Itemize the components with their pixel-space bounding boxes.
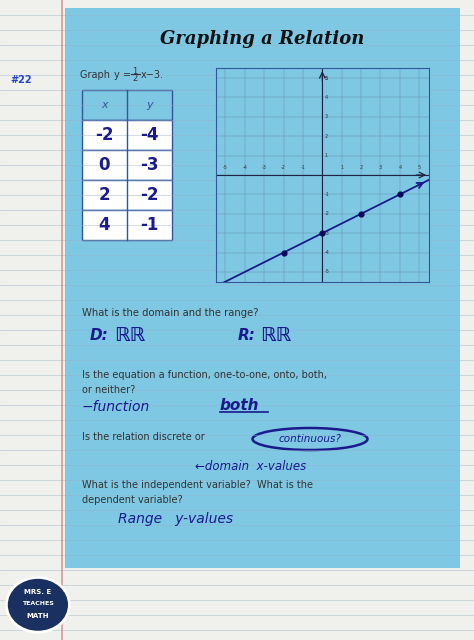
Text: -2: -2: [281, 165, 286, 170]
Text: -2: -2: [140, 186, 159, 204]
Text: -3: -3: [140, 156, 159, 174]
Point: [357, 209, 365, 219]
Text: TEACHES: TEACHES: [22, 601, 54, 606]
Text: 4: 4: [325, 95, 328, 100]
Text: x: x: [101, 100, 108, 110]
Text: Is the relation discrete or: Is the relation discrete or: [82, 432, 205, 442]
Text: ℝℝ: ℝℝ: [260, 326, 291, 345]
FancyBboxPatch shape: [82, 90, 172, 120]
Text: 1: 1: [325, 153, 328, 158]
Text: #22: #22: [10, 75, 32, 85]
Text: MRS. E: MRS. E: [24, 589, 52, 595]
Text: R:: R:: [238, 328, 256, 343]
FancyBboxPatch shape: [82, 180, 172, 210]
Text: 5: 5: [418, 165, 421, 170]
Text: -4: -4: [325, 250, 329, 255]
Text: y =: y =: [114, 70, 131, 80]
Text: -5: -5: [223, 165, 228, 170]
Text: Is the equation a function, one-to-one, onto, both,: Is the equation a function, one-to-one, …: [82, 370, 327, 380]
Text: continuous?: continuous?: [279, 434, 341, 444]
Text: 2: 2: [132, 74, 137, 83]
Text: MATH: MATH: [27, 612, 49, 619]
Text: D:: D:: [90, 328, 109, 343]
Text: -1: -1: [140, 216, 159, 234]
Text: Graph: Graph: [80, 70, 113, 80]
Text: 4: 4: [99, 216, 110, 234]
Text: -3: -3: [325, 230, 329, 236]
FancyBboxPatch shape: [82, 120, 172, 150]
Text: -1: -1: [325, 192, 329, 197]
Text: ←domain  x-values: ←domain x-values: [195, 460, 306, 473]
Text: What is the domain and the range?: What is the domain and the range?: [82, 308, 258, 318]
Text: -1: -1: [301, 165, 305, 170]
Text: -5: -5: [325, 269, 329, 275]
FancyBboxPatch shape: [82, 210, 172, 240]
Text: Range   y-values: Range y-values: [118, 512, 233, 526]
Text: 0: 0: [99, 156, 110, 174]
Text: 2: 2: [99, 186, 110, 204]
Text: 2: 2: [325, 134, 328, 139]
Text: 5: 5: [325, 76, 328, 81]
Text: 3: 3: [325, 115, 328, 119]
Text: dependent variable?: dependent variable?: [82, 495, 182, 505]
Text: 3: 3: [379, 165, 382, 170]
Text: 5: 5: [325, 76, 328, 81]
Text: 1: 1: [340, 165, 343, 170]
Text: −function: −function: [82, 400, 150, 414]
Circle shape: [7, 577, 70, 632]
Text: both: both: [220, 398, 259, 413]
Text: Graphing a Relation: Graphing a Relation: [160, 30, 364, 48]
Text: -4: -4: [242, 165, 247, 170]
Text: 1: 1: [132, 67, 137, 76]
Text: -2: -2: [325, 211, 329, 216]
Text: y: y: [146, 100, 153, 110]
Point: [319, 228, 326, 238]
Text: -2: -2: [95, 126, 114, 144]
Text: -4: -4: [140, 126, 159, 144]
Text: x−3.: x−3.: [141, 70, 164, 80]
Text: 2: 2: [360, 165, 363, 170]
FancyBboxPatch shape: [82, 150, 172, 180]
Text: What is the independent variable?  What is the: What is the independent variable? What i…: [82, 480, 313, 490]
FancyBboxPatch shape: [65, 8, 460, 568]
Text: 4: 4: [398, 165, 401, 170]
Point: [396, 189, 404, 200]
Text: ℝℝ: ℝℝ: [114, 326, 145, 345]
Point: [280, 248, 287, 258]
Text: -3: -3: [262, 165, 266, 170]
Text: or neither?: or neither?: [82, 385, 135, 395]
